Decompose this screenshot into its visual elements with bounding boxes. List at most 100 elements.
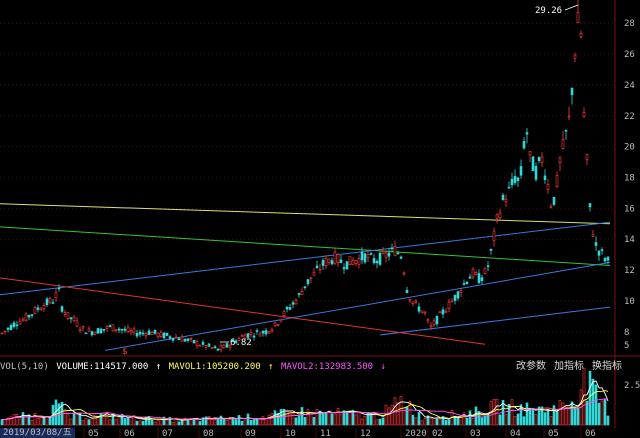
trend-line	[104, 261, 611, 351]
volume-bar	[240, 420, 244, 426]
volume-bar	[15, 414, 19, 426]
candle-body	[3, 330, 7, 333]
volume-bar	[162, 416, 166, 426]
candle-body	[39, 308, 43, 311]
candle-body	[570, 87, 574, 96]
volume-bar	[141, 420, 145, 426]
candle-body	[135, 333, 139, 337]
volume-bar	[201, 417, 205, 426]
candle-body	[372, 258, 376, 264]
candle-body	[453, 294, 457, 301]
volume-bar	[132, 415, 136, 426]
volume-bar	[93, 412, 97, 426]
volume-bar	[564, 406, 568, 426]
candle-body	[204, 345, 208, 348]
y-tick-label: 16	[624, 204, 635, 214]
candle-body	[165, 332, 169, 336]
x-tick-label: 05	[88, 429, 99, 438]
trend-line	[379, 306, 611, 336]
volume-bar	[318, 410, 322, 426]
candle-body	[99, 328, 103, 334]
volume-bar	[381, 417, 385, 426]
candle-body	[348, 256, 352, 266]
crosshair-date-label: 2019/03/08/五	[0, 428, 75, 438]
volume-bar	[324, 412, 328, 426]
volume-bar	[603, 399, 607, 426]
volume-bar	[105, 411, 109, 426]
volume-bar	[261, 416, 265, 426]
candle-body	[33, 307, 37, 314]
candle-body	[504, 198, 508, 202]
volume-bar	[354, 414, 358, 426]
volume-bar	[435, 418, 439, 426]
volume-bar	[321, 413, 325, 426]
candle-body	[195, 341, 199, 347]
volume-bar	[540, 406, 544, 426]
volume-bar	[555, 411, 559, 426]
volume-bar	[30, 420, 34, 426]
candle-body	[252, 335, 256, 338]
volume-bar	[234, 419, 238, 426]
candle-body	[408, 298, 412, 301]
down-arrow-icon: ↓	[380, 362, 386, 372]
candle-body	[66, 312, 70, 319]
trend-line	[0, 277, 486, 345]
volume-bar	[198, 421, 202, 426]
volume-bar	[204, 416, 208, 426]
candle-body	[126, 327, 130, 332]
volume-bar	[543, 412, 547, 426]
candle-body	[378, 252, 382, 265]
volume-bar	[129, 416, 133, 426]
volume-bar	[594, 384, 598, 426]
volume-bar	[534, 414, 538, 426]
trend-line	[0, 203, 611, 225]
candle-body	[246, 333, 250, 338]
volume-bar	[291, 413, 295, 426]
candle-body	[465, 281, 469, 285]
candle-body	[396, 252, 400, 255]
candle-body	[6, 327, 10, 330]
candle-body	[447, 301, 451, 309]
candle-body	[63, 312, 67, 315]
candle-body	[117, 328, 121, 331]
volume-bar	[531, 409, 535, 426]
volume-bar	[174, 417, 178, 426]
candle-body	[525, 132, 529, 135]
high-price-label: 29.26	[535, 6, 562, 16]
candle-body	[168, 336, 172, 339]
trend-line	[0, 226, 611, 266]
volume-bar	[276, 413, 280, 426]
volume-bar	[135, 420, 139, 426]
change-params-button[interactable]: 改参数	[516, 361, 546, 372]
volume-bar	[588, 370, 592, 426]
candle-body	[357, 257, 361, 265]
candle-body	[435, 315, 439, 325]
volume-bar	[519, 404, 523, 426]
volume-bar	[72, 412, 76, 426]
candle-body	[87, 328, 91, 332]
candle-body	[27, 314, 31, 318]
candle-body	[336, 254, 340, 263]
volume-bar	[117, 416, 121, 426]
volume-bar	[246, 413, 250, 426]
volume-bar	[0, 419, 4, 426]
volume-bar	[252, 419, 256, 426]
candle-body	[588, 203, 592, 208]
volume-bar	[438, 418, 442, 426]
volume-bar	[357, 411, 361, 426]
candle-body	[597, 250, 601, 256]
volume-bar	[375, 419, 379, 426]
low-price-label: 6.82	[230, 338, 252, 348]
candle-body	[105, 326, 109, 329]
switch-indicator-button[interactable]: 换指标	[592, 361, 622, 372]
x-tick-label: 02	[432, 429, 443, 438]
candle-body	[255, 330, 259, 332]
candle-body	[282, 311, 286, 316]
volume-bar	[294, 417, 298, 426]
candle-body	[57, 287, 61, 290]
volume-bar	[570, 401, 574, 426]
add-indicator-button[interactable]: 加指标	[554, 361, 584, 372]
candle-body	[96, 328, 100, 334]
candle-body	[288, 307, 292, 310]
